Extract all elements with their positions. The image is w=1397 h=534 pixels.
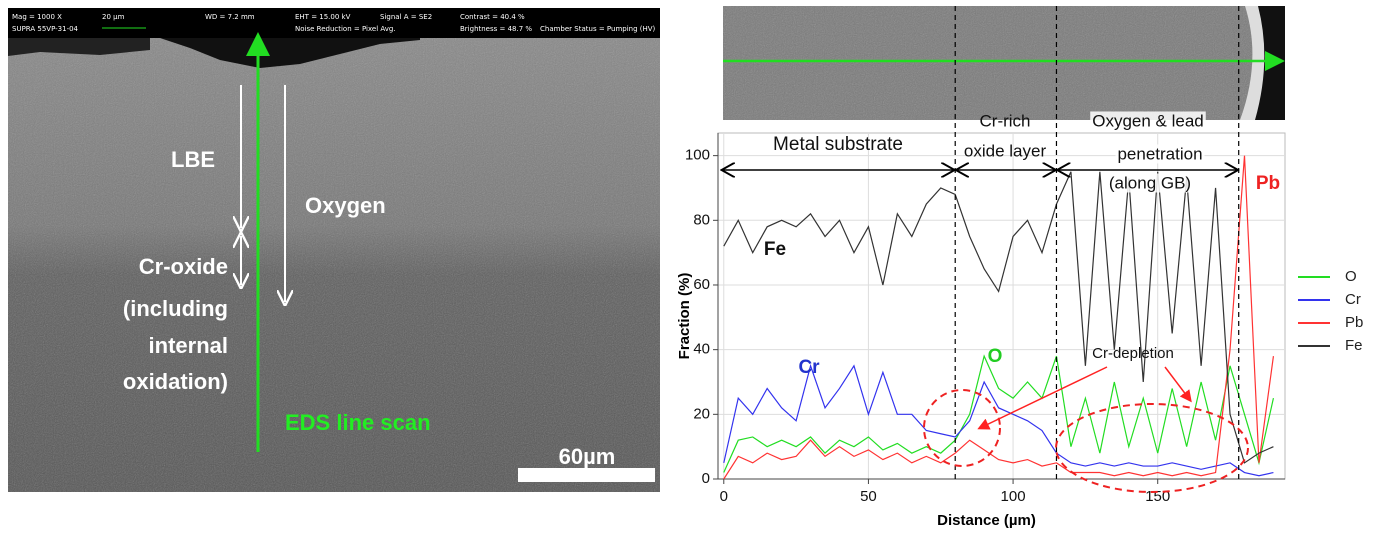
x-tick-label: 50 (860, 488, 877, 505)
y-axis-title: Fraction (%) (676, 273, 693, 360)
y-tick-label: 80 (693, 211, 710, 228)
annotation: Cr-depletion (1092, 345, 1174, 362)
annotation: Metal substrate (773, 134, 903, 155)
scan-strip (723, 6, 1285, 120)
info-text: WD = 7.2 mm (205, 13, 255, 21)
y-tick-label: 100 (685, 147, 710, 164)
info-text: Chamber Status = Pumping (HV) (540, 25, 656, 33)
legend-label: Pb (1345, 314, 1363, 331)
info-text: Noise Reduction = Pixel Avg. (295, 25, 396, 33)
legend-label: Fe (1345, 337, 1363, 354)
y-tick-label: 60 (693, 276, 710, 293)
info-text: Contrast = 40.4 % (460, 13, 525, 21)
y-tick-label: 40 (693, 341, 710, 358)
annotation: oxide layer (964, 141, 1047, 160)
legend-label: Cr (1345, 291, 1361, 308)
x-tick-label: 0 (720, 488, 728, 505)
info-text: SUPRA 55VP-31-04 (12, 25, 79, 33)
x-axis-title: Distance (µm) (937, 512, 1036, 529)
label: (including (123, 296, 228, 321)
strip-texture (723, 6, 1285, 120)
label: Oxygen (305, 193, 386, 218)
annotation: Oxygen & lead (1092, 111, 1204, 130)
plot-area (718, 133, 1285, 479)
annotation: O (988, 346, 1003, 367)
label: EDS line scan (285, 410, 431, 435)
figure: Mag = 1000 X SUPRA 55VP-31-04 20 µm WD =… (0, 0, 1397, 534)
scale-bar (518, 468, 655, 482)
y-tick-label: 20 (693, 405, 710, 422)
annotation: Pb (1256, 173, 1280, 194)
annotation: (along GB) (1109, 173, 1191, 192)
annotation: Cr (798, 357, 820, 378)
sem-image: Mag = 1000 X SUPRA 55VP-31-04 20 µm WD =… (8, 8, 660, 492)
x-tick-label: 100 (1001, 488, 1026, 505)
info-text: Mag = 1000 X (12, 13, 62, 21)
label: Cr-oxide (139, 254, 228, 279)
label: LBE (171, 147, 215, 172)
annotation: Fe (764, 239, 786, 260)
legend-label: O (1345, 268, 1357, 285)
annotation: Cr-rich (980, 111, 1031, 130)
info-text: 20 µm (102, 13, 125, 21)
info-text: Brightness = 48.7 % (460, 25, 532, 33)
annotation: penetration (1117, 144, 1202, 163)
y-tick-label: 0 (702, 470, 710, 487)
label: oxidation) (123, 369, 228, 394)
label: internal (149, 333, 228, 358)
info-text: EHT = 15.00 kV (295, 13, 351, 21)
info-text: Signal A = SE2 (380, 13, 432, 21)
scale-bar-label: 60µm (559, 444, 616, 469)
